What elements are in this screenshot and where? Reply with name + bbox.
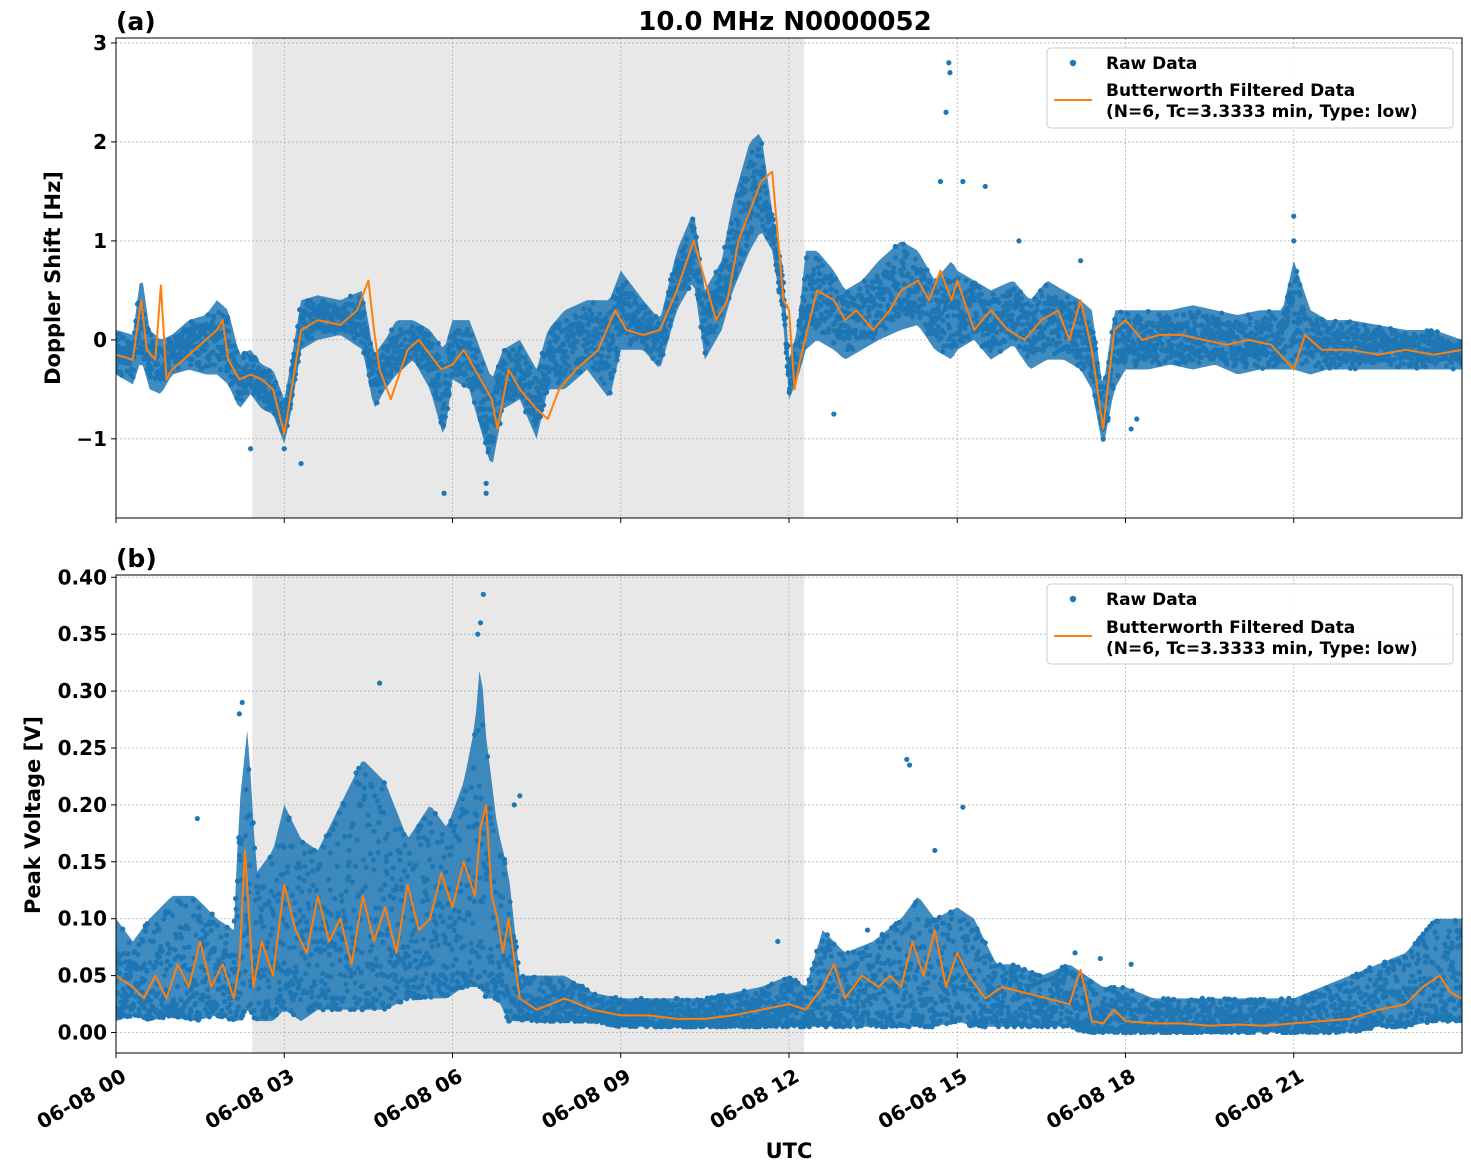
- raw-data-outlier: [248, 446, 254, 452]
- raw-data-outlier: [947, 70, 953, 76]
- panel-a-label: (a): [116, 7, 156, 36]
- panel-b-plot-area: [116, 591, 1462, 1036]
- raw-data-outlier: [483, 490, 489, 496]
- doppler-shift-panel: −1 0 1 2 3 (a) Doppler Shift [Hz] Raw Data B…: [41, 7, 1463, 523]
- panel-a-grid: [116, 38, 1462, 518]
- legend-raw-marker: [1069, 59, 1077, 67]
- raw-data-outlier: [441, 490, 447, 496]
- panel-a-y-ticks: −1 0 1 2 3: [76, 31, 116, 451]
- y-tick-label: 2: [93, 130, 107, 154]
- panel-a-legend: Raw Data Butterworth Filtered Data (N=6,…: [1046, 47, 1454, 129]
- raw-data-outlier: [1128, 426, 1134, 432]
- raw-data-outlier: [1291, 213, 1297, 219]
- raw-data-outlier: [1078, 258, 1084, 264]
- legend-box: [1046, 47, 1454, 129]
- raw-data-outlier: [1291, 238, 1297, 244]
- raw-data-outlier: [298, 460, 304, 467]
- legend-raw-label: Raw Data: [1106, 54, 1197, 74]
- raw-data-outlier: [937, 178, 944, 185]
- legend-filtered-params: (N=6, Tc=3.3333 min, Type: low): [1106, 102, 1418, 122]
- figure-title: 10.0 MHz N0000052: [638, 7, 931, 37]
- raw-data-outlier: [946, 60, 952, 66]
- raw-data-outlier: [483, 480, 489, 486]
- panel-a-x-tick-marks: [115, 518, 1295, 523]
- y-tick-label: 3: [93, 31, 107, 55]
- raw-data-outlier: [943, 109, 949, 115]
- raw-data-outlier: [960, 178, 966, 185]
- panel-a-y-axis-label: Doppler Shift [Hz]: [41, 171, 65, 385]
- y-tick-label: 1: [93, 229, 107, 253]
- raw-data-outlier: [982, 183, 988, 190]
- y-tick-label: −1: [76, 427, 107, 451]
- raw-data-outlier: [1134, 416, 1140, 422]
- raw-data-outlier: [281, 446, 287, 452]
- raw-data-envelope: [116, 134, 1462, 463]
- raw-data-outlier: [1016, 238, 1022, 244]
- peak-voltage-panel: 0.000.050.100.150.200.250.300.350.40 06-…: [21, 544, 1463, 1134]
- y-tick-label: 0: [93, 328, 107, 352]
- raw-data-outlier: [831, 411, 837, 417]
- filtered-data-line: [116, 170, 1462, 435]
- panel-a-plot-area: [116, 60, 1462, 496]
- legend-filtered-label: Butterworth Filtered Data: [1106, 81, 1355, 101]
